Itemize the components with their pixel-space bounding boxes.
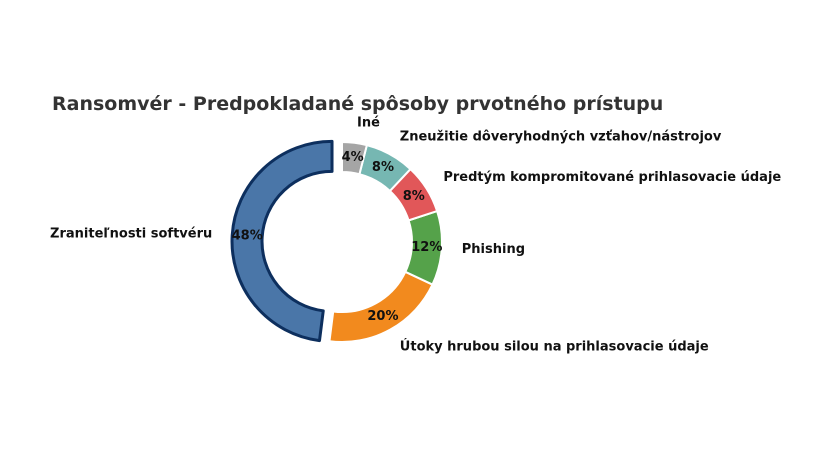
slice-zranitelnosti-softveru bbox=[230, 139, 334, 343]
slice-utoky-hrubou-silou-na-prihlasovacie-udaje bbox=[328, 270, 434, 343]
slices-layer bbox=[230, 139, 443, 343]
pct-label-predtym-kompromitovane-prihlasovacie-udaje: 8% bbox=[403, 189, 425, 204]
labels-layer: 48% Zraniteľnosti softvéru 20%Útoky hrubou… bbox=[50, 115, 781, 354]
pct-label-utoky-hrubou-silou-na-prihlasovacie-udaje: 20% bbox=[367, 309, 398, 324]
pct-label-phishing: 12% bbox=[411, 240, 442, 255]
slice-ine bbox=[341, 141, 368, 176]
pct-label-zranitelnosti-softveru: 48% bbox=[232, 229, 263, 244]
pct-label-zneuzitie-doveryhodnych-vztahov-nastrojov: 8% bbox=[372, 160, 394, 175]
category-label-ine: Iné bbox=[357, 115, 380, 130]
category-label-phishing: Phishing bbox=[462, 242, 525, 257]
category-label-utoky-hrubou-silou-na-prihlasovacie-udaje: Útoky hrubou silou na prihlasovacie údaj… bbox=[400, 339, 709, 355]
pct-label-ine: 4% bbox=[342, 150, 364, 165]
category-label-predtym-kompromitovane-prihlasovacie-udaje: Predtým kompromitované prihlasovacie úda… bbox=[443, 170, 781, 185]
category-label-zranitelnosti-softveru: Zraniteľnosti softvéru bbox=[50, 226, 212, 241]
chart-title: Ransomvér - Predpokladané spôsoby prvotn… bbox=[52, 93, 664, 115]
category-label-zneuzitie-doveryhodnych-vztahov-nastrojov: Zneužitie dôveryhodných vzťahov/nástrojo… bbox=[400, 129, 722, 144]
